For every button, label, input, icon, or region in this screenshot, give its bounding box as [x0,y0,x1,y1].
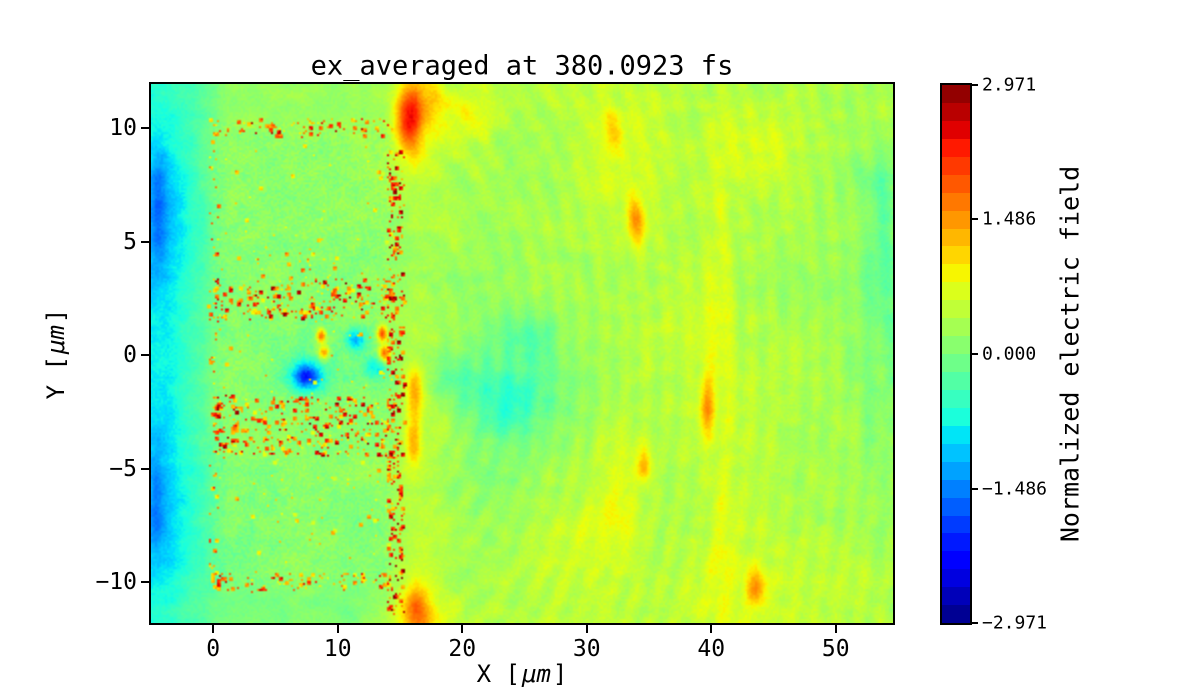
colorbar-segment [942,138,970,157]
y-axis-label: Y [μm] [42,309,70,400]
plot-area [149,82,895,625]
x-tick-label: 30 [572,636,601,662]
plot-title: ex_averaged at 380.0923 fs [310,50,734,82]
colorbar-segment [942,336,970,355]
x-axis-label-name: X [ [476,660,520,688]
colorbar-segment [942,569,970,588]
x-tick [585,625,588,633]
colorbar-segment [942,461,970,480]
colorbar-segment [942,282,970,301]
colorbar-tick-label: 0.000 [982,343,1037,365]
colorbar-segment [942,372,970,390]
y-tick [141,240,149,243]
colorbar-segment [942,264,970,283]
x-axis-label-bracket: ] [552,660,568,688]
colorbar-segment [942,156,970,175]
x-tick [461,625,464,633]
x-axis-label-unit: μm [522,660,551,688]
x-tick-label: 50 [821,636,850,662]
colorbar-segment [942,174,970,193]
colorbar-segment [942,533,970,552]
colorbar-segment [942,102,970,121]
colorbar-tick [972,622,978,624]
colorbar-tick-label: 2.971 [982,74,1037,96]
y-tick-label: −5 [109,455,137,482]
colorbar-tick [972,487,978,490]
colorbar-segment [942,515,970,534]
y-tick [141,354,149,357]
colorbar-segment [942,443,970,462]
y-tick [141,467,149,470]
colorbar-segment [942,228,970,247]
colorbar-segment [942,354,970,372]
x-tick [710,625,713,633]
colorbar-segment [942,407,970,426]
colorbar-segment [942,300,970,319]
x-tick [336,625,339,633]
y-axis-label-bracket: ] [42,308,70,324]
colorbar-segment [942,120,970,139]
colorbar-segment [942,192,970,211]
colorbar-segment [942,425,970,444]
x-tick-label: 0 [206,636,221,662]
colorbar-segment [942,587,970,606]
colorbar [940,83,972,625]
x-tick [212,625,215,633]
colorbar-segment [942,605,970,624]
x-axis-label: X [μm] [477,660,568,688]
x-tick-label: 20 [448,636,477,662]
colorbar-tick-label: 1.486 [982,208,1037,230]
colorbar-label: Normalized electric field [1055,165,1085,543]
y-tick [141,581,149,584]
colorbar-segment [942,551,970,570]
y-tick [141,127,149,130]
y-axis-label-name: Y [ [42,356,70,400]
colorbar-segment [942,318,970,337]
colorbar-gradient [942,85,970,624]
y-tick-label: 0 [123,342,137,369]
x-tick [834,625,837,633]
y-tick-label: 10 [109,115,137,142]
colorbar-segment [942,246,970,265]
x-tick-label: 40 [697,636,726,662]
y-axis-label-unit: μm [42,325,70,354]
colorbar-segment [942,479,970,498]
colorbar-segment [942,497,970,516]
colorbar-segment [942,389,970,408]
colorbar-segment [942,210,970,229]
y-tick-label: −10 [95,569,137,596]
x-tick-label: 10 [323,636,352,662]
y-tick-label: 5 [123,228,137,255]
colorbar-tick-label: −2.971 [982,612,1048,634]
heatmap-canvas [151,84,893,623]
colorbar-tick [972,218,978,221]
colorbar-tick-label: −1.486 [982,478,1048,500]
colorbar-tick [972,353,978,355]
colorbar-segment [942,85,970,103]
colorbar-tick [972,84,978,86]
